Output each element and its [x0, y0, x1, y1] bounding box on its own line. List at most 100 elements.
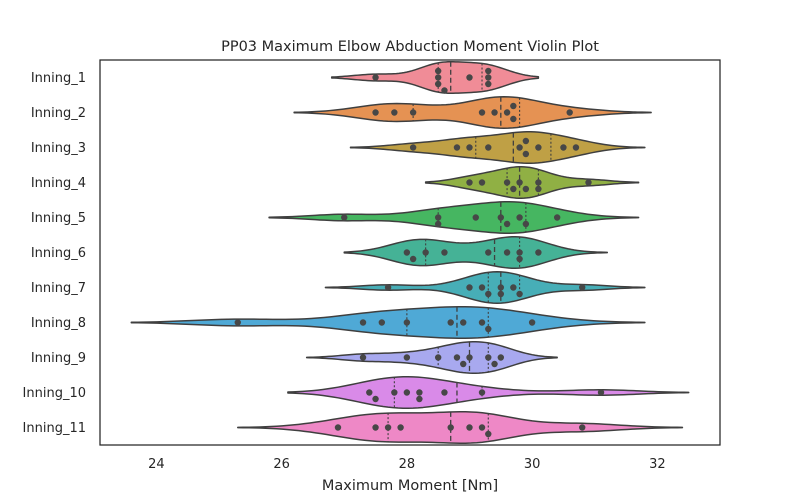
data-point	[403, 249, 411, 256]
y-tick-label: Inning_1	[31, 71, 86, 86]
data-point	[391, 389, 398, 396]
data-point	[366, 389, 373, 396]
data-point	[447, 424, 454, 431]
x-tick-label: 32	[649, 457, 666, 472]
data-point	[234, 319, 241, 326]
data-point	[516, 290, 523, 298]
data-point	[409, 144, 417, 151]
x-tick-label: 26	[273, 457, 290, 472]
data-point	[409, 255, 417, 263]
data-point	[585, 179, 592, 186]
data-point	[397, 424, 404, 431]
data-point	[478, 389, 486, 396]
data-point	[485, 144, 492, 151]
data-point	[434, 354, 442, 361]
data-point	[522, 220, 530, 228]
data-point	[359, 319, 367, 326]
data-point	[491, 109, 498, 116]
data-point	[478, 284, 486, 291]
data-point	[372, 74, 379, 81]
data-point	[478, 179, 486, 186]
violin-body	[237, 411, 684, 444]
data-point	[535, 185, 542, 193]
data-point	[597, 389, 605, 396]
data-point	[478, 109, 486, 116]
y-axis-ticks: Inning_1 Inning_2 Inning_3 Inning_4 Inning_5…	[23, 71, 86, 436]
data-point	[466, 74, 473, 81]
violin-body	[268, 201, 640, 234]
violin-body	[305, 341, 558, 374]
data-point	[434, 80, 442, 88]
plot-frame	[99, 59, 721, 446]
data-point	[384, 424, 392, 431]
violin-body	[130, 306, 646, 339]
x-axis-label: Maximum Moment [Nm]	[322, 478, 498, 494]
data-point	[553, 214, 561, 221]
data-point	[485, 80, 492, 88]
data-point	[503, 220, 511, 228]
data-point	[441, 249, 448, 256]
x-tick-label: 28	[399, 457, 416, 472]
data-point	[466, 424, 473, 431]
data-point	[478, 424, 486, 431]
data-point	[516, 144, 523, 151]
violin-body	[293, 96, 652, 129]
data-point	[359, 354, 367, 361]
violin-body	[343, 236, 609, 269]
data-point	[497, 284, 505, 291]
data-point	[510, 185, 517, 193]
data-point	[485, 67, 492, 75]
chart-title: PP03 Maximum Elbow Abduction Moment Viol…	[221, 39, 599, 55]
plot-area	[130, 61, 690, 444]
data-point	[466, 179, 473, 186]
y-tick-label: Inning_9	[31, 351, 86, 366]
data-point	[372, 395, 379, 403]
violin-body	[424, 166, 640, 199]
y-tick-label: Inning_6	[31, 246, 86, 261]
data-point	[478, 319, 486, 326]
data-point	[522, 137, 530, 145]
data-point	[334, 424, 342, 431]
data-point	[485, 290, 492, 298]
y-tick-label: Inning_3	[31, 141, 86, 156]
data-point	[497, 290, 505, 298]
data-point	[403, 319, 411, 326]
x-axis-ticks: 24 26 28 30 32	[148, 457, 666, 472]
data-point	[566, 109, 573, 116]
data-point	[579, 424, 586, 431]
data-point	[472, 214, 479, 221]
data-point	[403, 389, 411, 396]
data-point	[391, 109, 398, 116]
data-point	[466, 284, 473, 291]
data-point	[503, 109, 511, 116]
data-point	[378, 319, 386, 326]
data-point	[535, 179, 542, 186]
y-tick-label: Inning_7	[31, 281, 86, 296]
data-point	[460, 360, 467, 368]
data-point	[491, 360, 498, 368]
data-point	[535, 249, 542, 256]
violin-body	[349, 131, 646, 164]
data-point	[372, 424, 379, 431]
data-point	[485, 430, 492, 438]
data-point	[516, 179, 523, 186]
x-tick-label: 24	[148, 457, 165, 472]
data-point	[485, 74, 492, 81]
data-point	[510, 102, 517, 110]
data-point	[503, 249, 511, 256]
data-point	[516, 249, 523, 256]
data-point	[460, 319, 467, 326]
data-point	[341, 214, 348, 221]
data-point	[579, 284, 586, 291]
y-tick-label: Inning_10	[23, 386, 86, 401]
data-point	[516, 255, 523, 263]
data-point	[510, 284, 517, 291]
data-point	[453, 354, 461, 361]
data-point	[522, 185, 530, 193]
data-point	[528, 319, 536, 326]
data-point	[510, 115, 517, 123]
data-point	[403, 354, 411, 361]
data-point	[485, 354, 492, 361]
data-point	[441, 389, 448, 396]
data-point	[434, 74, 442, 81]
